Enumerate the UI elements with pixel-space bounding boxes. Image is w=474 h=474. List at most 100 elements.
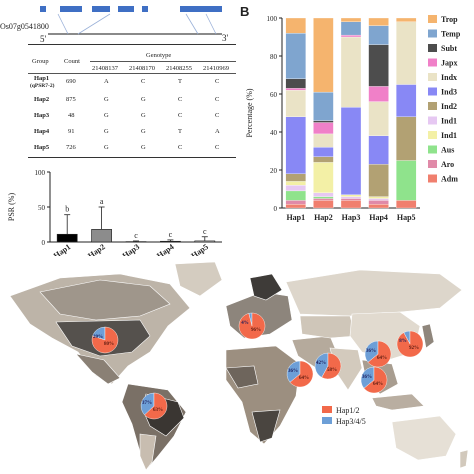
pie-slice-hap12 <box>238 312 266 340</box>
table-row-group: Hap5 <box>34 144 50 151</box>
legend-label: Aus <box>441 146 454 155</box>
gene-id: Os07g0541800 <box>0 22 49 31</box>
stacked-segment <box>313 120 334 123</box>
table-row-count: 91 <box>68 128 75 135</box>
psr-bar <box>56 233 78 243</box>
y-tick-label: 100 <box>35 169 46 177</box>
significance-letter: c <box>169 230 173 239</box>
canada-region <box>39 279 171 321</box>
exon <box>92 6 110 12</box>
significance-letter: a <box>100 197 104 206</box>
genotype-underline <box>90 61 236 62</box>
legend-swatch <box>428 102 437 110</box>
table-cell: G <box>104 112 109 119</box>
stacked-segment <box>285 204 306 209</box>
group-header: Group <box>32 58 49 65</box>
y-axis-label: PSR (%) <box>7 193 16 222</box>
world-map: 20%80%4%96%8%92%36%64%37%63%42%58%36%64%… <box>0 256 474 474</box>
stacked-segment <box>285 190 306 201</box>
stacked-segment <box>340 107 362 195</box>
pie-slice-hap12 <box>396 330 424 358</box>
pie-label: 96% <box>251 328 261 333</box>
legend-swatch <box>428 160 437 168</box>
table-row-count: 875 <box>66 96 76 103</box>
australia-region <box>391 415 457 461</box>
stacked-segment <box>368 196 389 199</box>
table-header-rule <box>28 73 236 74</box>
three-prime-label: 3' <box>222 33 229 43</box>
x-tick-label: Hap3 <box>342 213 361 222</box>
exon <box>180 6 222 12</box>
stacked-segment <box>285 33 306 79</box>
table-cell: G <box>141 96 146 103</box>
stacked-segment <box>396 17 417 22</box>
legend-swatch <box>428 116 437 125</box>
pie-label: 8% <box>399 339 407 344</box>
russia-region <box>285 269 463 317</box>
significance-letter: b <box>65 205 69 214</box>
stacked-segment <box>313 198 334 201</box>
pie-label: 80% <box>104 342 114 347</box>
legend-label: Hap1/2 <box>336 406 360 415</box>
table-cell: C <box>178 144 183 151</box>
pie-label: 63% <box>153 408 163 413</box>
table-row-group: Hap3 <box>34 112 50 119</box>
legend-label: Japx <box>441 59 457 68</box>
table-cell: T <box>178 78 182 85</box>
x-tick-label: Hap4 <box>369 213 388 222</box>
pie-label: 58% <box>327 368 337 373</box>
legend-label: Indx <box>441 73 457 82</box>
new-zealand-region <box>459 449 469 469</box>
table-row-count: 726 <box>66 144 76 151</box>
stacked-segment <box>340 198 362 201</box>
table-row-sub: (qPSR7-2) <box>30 83 55 89</box>
gene-model: Os07g0541800 5' 3' <box>0 0 236 46</box>
legend-swatch <box>428 174 437 183</box>
stacked-segment <box>285 200 306 205</box>
y-tick-label: 60 <box>270 91 278 99</box>
snp-connector <box>185 13 199 35</box>
position-header: 21408137 <box>92 65 118 72</box>
stacked-segment <box>340 196 362 199</box>
stacked-segment <box>396 160 417 201</box>
table-row-group: Hap2 <box>34 96 50 103</box>
stacked-segment <box>396 200 417 209</box>
stacked-segment <box>340 17 362 22</box>
stacked-bar-chart: 0 20 40 60 80 100 Percentage (%) Hap1 Hap2 Hap3 Ha… <box>245 15 461 222</box>
pie-slice-hap12 <box>91 326 119 354</box>
haplotype-table: Genotype Group Count 21408137 21408170 2… <box>28 44 236 162</box>
table-cell: C <box>215 112 220 119</box>
legend-swatch <box>428 44 437 52</box>
pie-slice-hap12 <box>289 360 314 388</box>
stacked-segment <box>313 91 334 121</box>
stacked-segment <box>396 21 417 85</box>
snp-connector <box>77 13 111 35</box>
legend-swatch <box>322 417 332 424</box>
stacked-segment <box>396 84 417 117</box>
stacked-segment <box>340 21 362 36</box>
exon <box>118 6 134 12</box>
y-tick-label: 80 <box>270 53 278 61</box>
stacked-segment <box>368 200 389 205</box>
legend-label: Subt <box>441 44 457 53</box>
pie-label: 20% <box>93 335 103 340</box>
table-cell: C <box>178 96 183 103</box>
stacked-segment <box>313 192 334 197</box>
table-cell: A <box>215 128 220 135</box>
stacked-segment <box>313 147 334 157</box>
stacked-segment <box>285 78 306 89</box>
pie-slice-hap345 <box>140 392 155 416</box>
table-cell: G <box>141 112 146 119</box>
stacked-segment <box>368 17 389 26</box>
table-cell: G <box>104 96 109 103</box>
pie-label: 36% <box>362 375 372 380</box>
x-tick-label: Hap1 <box>286 213 305 222</box>
chile-argentina-region <box>139 433 157 471</box>
psr-bar <box>160 240 181 243</box>
significance-letter: c <box>203 227 207 236</box>
scandinavia-region <box>249 273 283 301</box>
stacked-segment <box>368 135 389 165</box>
table-row-count: 48 <box>68 112 75 119</box>
legend-label: Ind1 <box>441 117 457 126</box>
